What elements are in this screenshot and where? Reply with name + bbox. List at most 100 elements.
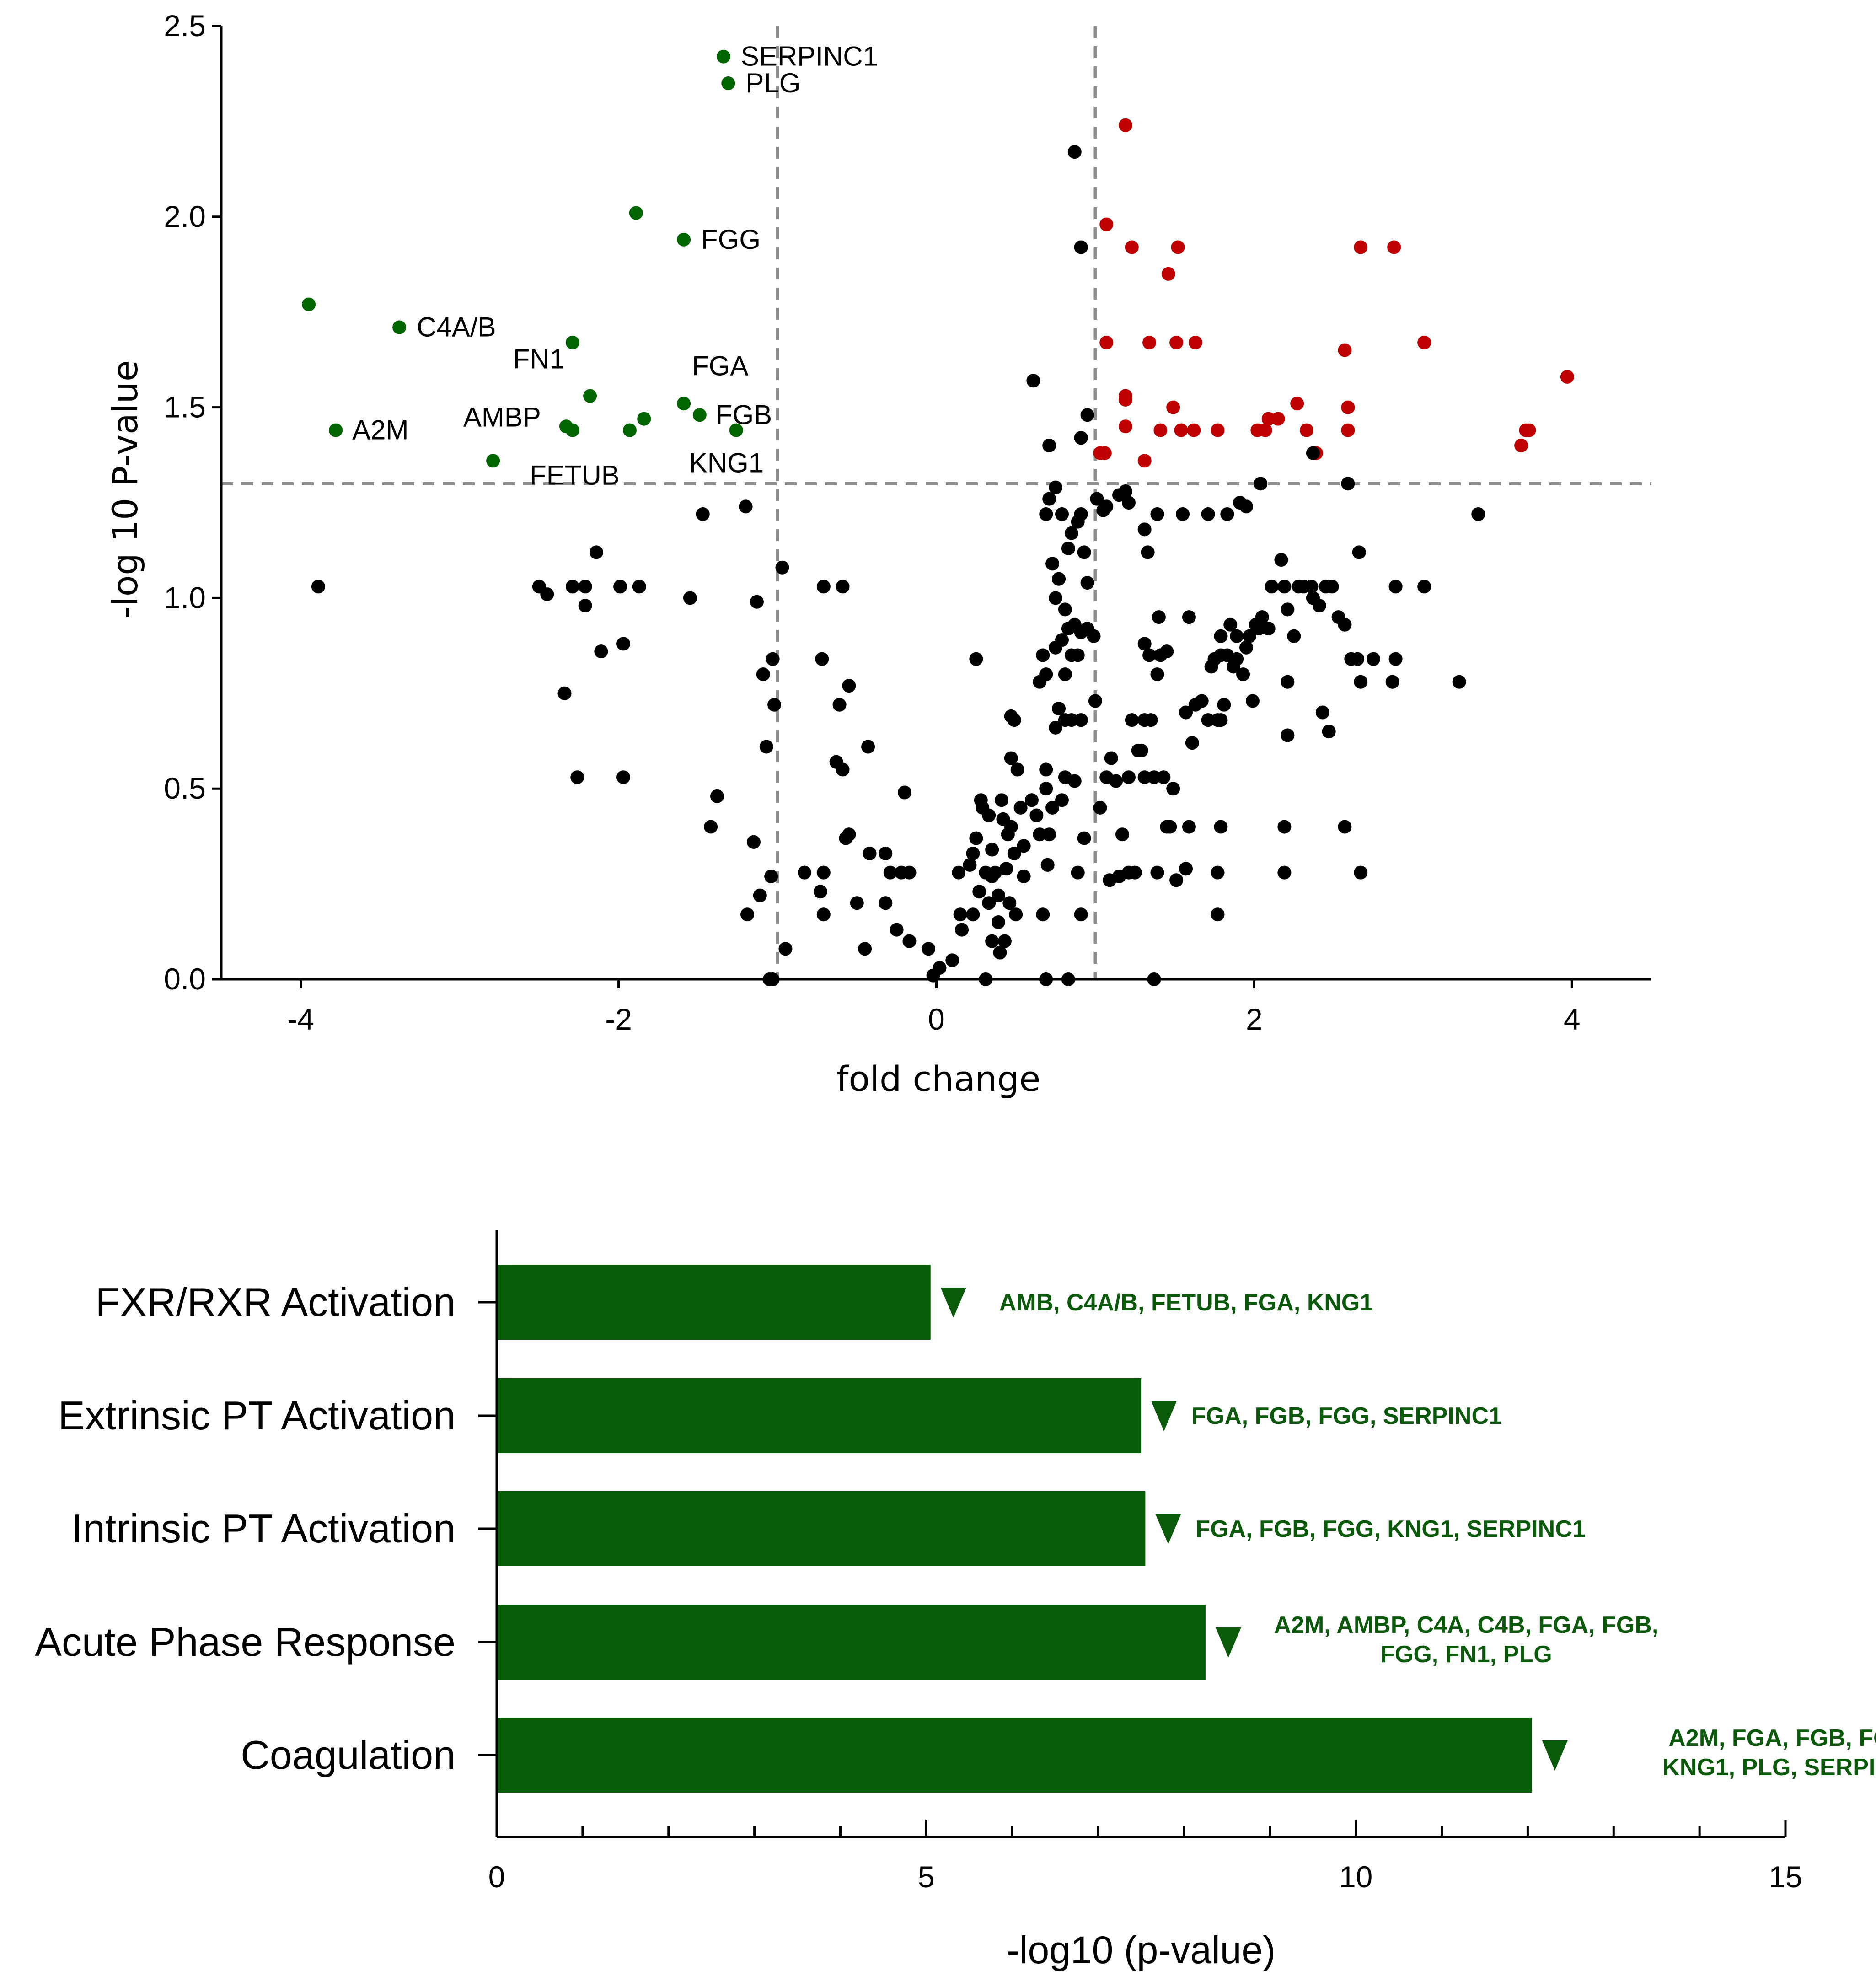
point-not-significant: [1074, 907, 1088, 922]
point-down-regulated: [565, 335, 579, 349]
point-not-significant: [589, 545, 603, 559]
point-not-significant: [1088, 694, 1102, 708]
down-triangle-icon: [1155, 1514, 1181, 1544]
bar-extrinsic-pt-activation: [497, 1378, 1141, 1453]
point-not-significant: [1137, 637, 1152, 651]
point-up-regulated: [1099, 335, 1114, 349]
point-not-significant: [1007, 713, 1021, 727]
point-up-regulated: [1093, 446, 1107, 460]
point-not-significant: [1217, 698, 1231, 712]
point-not-significant: [999, 862, 1013, 876]
point-not-significant: [1058, 667, 1072, 682]
point-not-significant: [632, 580, 646, 594]
gene-label-c4a-b: C4A/B: [417, 312, 496, 343]
point-not-significant: [1201, 507, 1215, 521]
point-not-significant: [1039, 782, 1053, 796]
point-not-significant: [613, 580, 627, 594]
point-not-significant: [739, 499, 753, 514]
point-not-significant: [815, 652, 829, 666]
point-not-significant: [1233, 496, 1247, 510]
point-fgg: [677, 232, 691, 247]
point-down-regulated: [302, 297, 316, 311]
gene-label-kng1: KNG1: [689, 448, 764, 478]
point-not-significant: [704, 820, 718, 834]
x-tick-label: -2: [605, 1002, 632, 1036]
gene-list-acute-phase-response: A2M, AMBP, C4A, C4B, FGA, FGB,: [1274, 1612, 1659, 1638]
point-not-significant: [578, 599, 592, 613]
point-not-significant: [565, 580, 579, 594]
point-not-significant: [1312, 599, 1326, 613]
point-not-significant: [540, 587, 554, 601]
point-not-significant: [1182, 610, 1196, 624]
point-not-significant: [766, 652, 780, 666]
point-not-significant: [1061, 542, 1075, 556]
point-not-significant: [1239, 640, 1254, 655]
point-up-regulated: [1417, 335, 1431, 349]
category-label-acute-phase-response: Acute Phase Response: [35, 1619, 456, 1665]
point-not-significant: [1274, 553, 1288, 567]
point-not-significant: [750, 595, 764, 609]
point-not-significant: [1024, 793, 1039, 807]
point-not-significant: [1118, 484, 1132, 498]
point-not-significant: [1049, 591, 1063, 605]
point-not-significant: [1179, 862, 1193, 876]
point-not-significant: [1009, 907, 1023, 922]
point-not-significant: [616, 637, 631, 651]
point-not-significant: [1004, 751, 1018, 765]
point-not-significant: [1007, 846, 1021, 860]
point-not-significant: [902, 934, 917, 948]
point-ambp: [559, 419, 573, 434]
point-not-significant: [1338, 618, 1352, 632]
gene-list-extrinsic-pt-activation: FGA, FGB, FGG, SERPINC1: [1191, 1403, 1502, 1429]
point-not-significant: [1096, 503, 1110, 517]
point-down-regulated: [629, 206, 643, 220]
point-not-significant: [746, 835, 761, 849]
point-not-significant: [1039, 762, 1053, 777]
down-triangle-icon: [1151, 1401, 1177, 1431]
point-up-regulated: [1125, 240, 1139, 254]
point-not-significant: [1036, 907, 1050, 922]
point-not-significant: [1039, 507, 1053, 521]
point-not-significant: [1087, 629, 1101, 643]
point-not-significant: [1366, 652, 1380, 666]
point-not-significant: [1080, 576, 1094, 590]
point-not-significant: [1013, 800, 1028, 815]
x-axis-title: fold change: [836, 1058, 1040, 1099]
point-not-significant: [311, 580, 325, 594]
point-not-significant: [1052, 702, 1066, 716]
gene-label-a2m: A2M: [352, 415, 408, 446]
bar-x-tick-label: 5: [918, 1860, 935, 1894]
point-not-significant: [1125, 713, 1139, 727]
point-not-significant: [1029, 808, 1044, 822]
point-not-significant: [764, 869, 778, 883]
point-c4a-b: [392, 320, 407, 334]
point-not-significant: [1033, 827, 1047, 842]
pathway-bar-chart: 0 5 10 15 FXR/RXR Activation Extrinsic PT Act…: [35, 1230, 1876, 1971]
point-not-significant: [890, 923, 904, 937]
gene-label-serpinc1: SERPINC1: [741, 41, 878, 72]
gene-label-fetub: FETUB: [530, 460, 620, 490]
point-up-regulated: [1271, 412, 1285, 426]
point-not-significant: [1306, 446, 1320, 460]
point-fetub: [486, 454, 500, 468]
category-label-fxr-rxr-activation: FXR/RXR Activation: [96, 1279, 456, 1325]
point-not-significant: [1185, 736, 1199, 750]
point-not-significant: [1230, 652, 1244, 666]
point-not-significant: [1071, 865, 1085, 880]
point-up-regulated: [1560, 370, 1574, 384]
point-not-significant: [1277, 820, 1292, 834]
point-not-significant: [985, 934, 999, 948]
point-up-regulated: [1387, 240, 1401, 254]
point-not-significant: [1261, 622, 1276, 636]
point-not-significant: [1182, 820, 1196, 834]
point-not-significant: [1211, 865, 1225, 880]
category-label-coagulation: Coagulation: [241, 1732, 456, 1777]
point-not-significant: [850, 896, 864, 910]
point-not-significant: [1115, 827, 1130, 842]
point-not-significant: [753, 888, 767, 902]
point-up-regulated: [1211, 423, 1225, 437]
point-not-significant: [1064, 526, 1078, 540]
point-not-significant: [1077, 831, 1091, 845]
point-up-regulated: [1290, 397, 1304, 411]
point-not-significant: [1064, 713, 1078, 727]
